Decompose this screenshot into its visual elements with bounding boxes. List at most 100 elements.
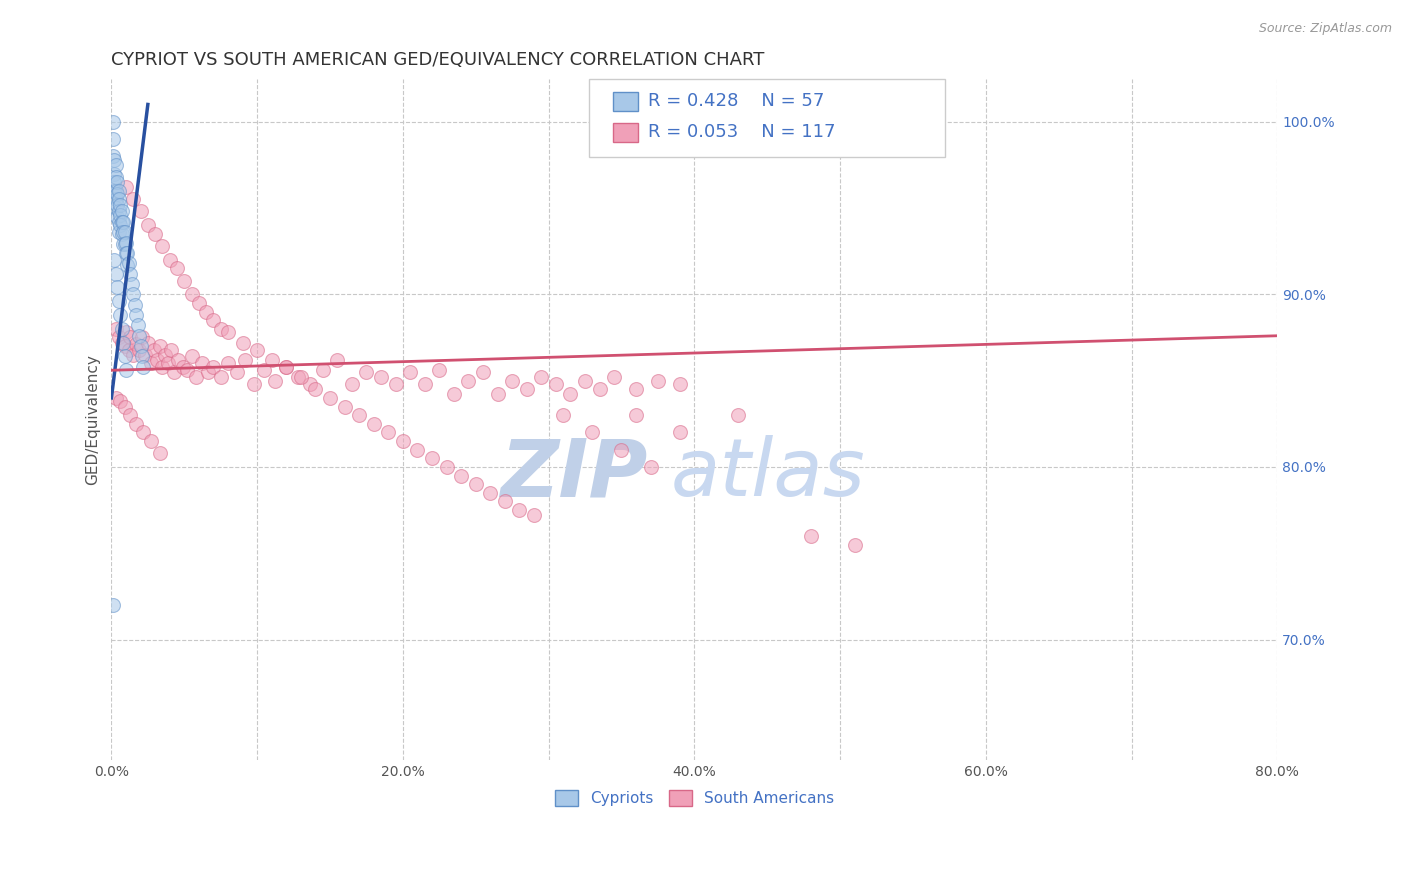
Point [104,184,127,198]
Point [298,377,321,392]
Point [114,350,136,364]
Point [112,215,135,229]
Point [104,193,127,207]
Point [479,486,502,500]
Point [108,197,131,211]
Point [157,356,180,370]
Point [152,239,174,253]
Point [107,330,129,344]
Point [530,370,553,384]
Point [363,417,385,431]
Point [118,343,141,357]
Point [110,215,132,229]
Point [104,201,127,215]
Point [125,337,148,351]
Point [131,350,153,364]
Point [114,225,136,239]
Point [668,377,690,392]
Point [486,387,509,401]
Point [131,330,153,344]
Point [180,287,202,301]
Point [191,356,214,370]
Point [553,408,575,422]
FancyBboxPatch shape [589,78,945,157]
Point [112,335,135,350]
Point [232,335,254,350]
Point [127,318,149,333]
Point [494,494,516,508]
Point [159,252,181,267]
Point [406,442,429,457]
Point [588,382,610,396]
Point [333,400,356,414]
Point [508,503,530,517]
Point [103,167,125,181]
Point [104,158,127,172]
Point [187,296,209,310]
Text: atlas: atlas [671,435,866,513]
Point [105,175,128,189]
Point [427,363,450,377]
Point [160,343,183,357]
Point [574,374,596,388]
Y-axis label: GED/Equivalency: GED/Equivalency [86,354,100,485]
Point [107,184,129,198]
Point [107,294,129,309]
Point [115,363,138,377]
Point [523,508,546,523]
Point [624,408,647,422]
Point [610,442,633,457]
Point [260,353,283,368]
Point [603,370,626,384]
Point [326,353,349,368]
Point [377,425,399,440]
Point [202,313,225,327]
Point [209,322,232,336]
Point [142,343,165,357]
Point [118,256,141,270]
Text: R = 0.428    N = 57: R = 0.428 N = 57 [648,92,824,110]
Point [115,246,138,260]
Point [136,335,159,350]
Point [647,374,669,388]
Point [581,425,603,440]
Point [101,149,124,163]
Point [101,132,124,146]
Point [217,326,239,340]
Point [501,374,523,388]
Point [173,273,195,287]
Point [128,343,150,357]
Point [356,365,378,379]
Point [148,339,170,353]
Point [640,459,662,474]
Point [120,267,142,281]
Point [107,204,129,219]
Point [443,387,465,401]
Point [129,339,152,353]
Point [125,308,148,322]
Point [450,468,472,483]
Point [145,353,167,368]
Point [103,175,125,189]
Point [105,210,128,224]
Point [114,237,136,252]
Point [122,348,145,362]
Point [101,598,124,612]
Point [253,363,276,377]
Point [134,348,156,362]
Point [276,359,298,374]
Point [105,280,128,294]
Point [624,382,647,396]
Text: CYPRIOT VS SOUTH AMERICAN GED/EQUIVALENCY CORRELATION CHART: CYPRIOT VS SOUTH AMERICAN GED/EQUIVALENC… [111,51,765,69]
Point [392,434,415,448]
Point [103,153,125,167]
Point [132,425,155,440]
Point [121,277,143,291]
Point [120,408,142,422]
Point [800,529,823,543]
Point [103,184,125,198]
Point [110,335,132,350]
Point [180,350,202,364]
Point [370,370,392,384]
Point [122,287,145,301]
